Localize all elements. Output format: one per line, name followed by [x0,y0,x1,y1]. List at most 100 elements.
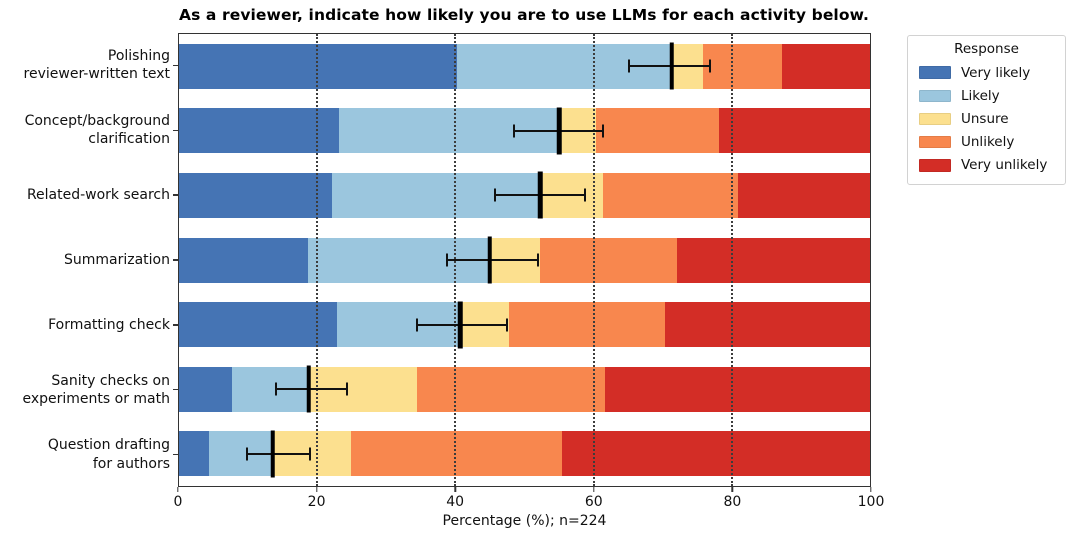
stacked-bar [179,43,870,89]
error-bar [628,65,710,68]
bar-segment-very-unlikely [719,108,870,154]
bar-row-question-drafting-for-authors [179,421,870,486]
legend-label: Very likely [961,64,1031,81]
x-tick-40 [454,487,456,492]
y-tick [173,64,178,67]
error-bar [246,452,311,455]
bars-layer [179,34,870,486]
legend-item-very-likely: Very likely [916,61,1057,84]
error-bar [447,259,539,262]
error-bar-cap-low [415,318,418,332]
bar-row-polishing-reviewer-written-text [179,34,870,99]
y-label-related-work-search: Related-work search [26,187,170,204]
error-bar-cap-high [708,59,711,73]
error-bar-center [457,301,463,349]
y-label-formatting-check: Formatting check [48,316,170,333]
stacked-bar [179,237,870,283]
error-bar-cap-low [446,253,449,267]
bar-segment-very-unlikely [737,172,870,218]
error-bar-cap-high [309,447,312,461]
error-bar-cap-high [345,382,348,396]
legend-swatch-likely [919,89,951,103]
x-tick-label-80: 80 [723,494,742,510]
x-tick-100 [870,487,872,492]
error-bar-cap-high [601,124,604,138]
stacked-bar [179,302,870,348]
error-bar-center [270,430,276,478]
stacked-bar [179,431,870,477]
legend-swatch-very-likely [919,66,951,79]
x-tick-label-0: 0 [173,494,183,510]
x-tick-20 [315,487,318,492]
bar-segment-unlikely [603,172,738,218]
y-label-concept-background-clarification: Concept/background clarification [24,113,170,148]
bar-segment-very-unlikely [604,366,870,412]
bar-row-concept-background-clarification [179,99,870,164]
y-label-question-drafting-for-authors: Question drafting for authors [47,437,170,472]
bar-segment-very-likely [179,43,457,89]
y-tick [173,453,178,456]
bar-segment-very-likely [179,108,339,154]
y-label-summarization: Summarization [63,251,170,268]
error-bar-center [487,236,493,284]
x-tick-60 [593,487,595,492]
y-tick [173,324,178,326]
x-tick-label-20: 20 [307,494,326,510]
legend-label: Very unlikely [961,157,1048,174]
y-tick [173,129,178,131]
error-bar-center [538,171,543,219]
legend-label: Likely [961,87,1000,104]
error-bar-cap-low [274,382,277,396]
legend-title: Response [954,41,1019,57]
legend-swatch-unsure [919,112,951,126]
legend-item-unlikely: Unlikely [916,131,1057,154]
x-tick-label-40: 40 [446,494,465,510]
error-bar-cap-low [245,447,248,461]
legend-label: Unlikely [961,134,1015,151]
bar-row-sanity-checks-on-experiments-or-math [179,357,870,422]
legend: Response Very likely Likely Unsure Unlikely… [907,35,1066,185]
error-bar-cap-low [627,59,630,73]
bar-row-summarization [179,228,870,293]
bar-segment-unlikely [508,302,666,348]
bar-segment-unlikely [702,43,782,89]
error-bar-center [669,42,674,90]
x-tick-label-60: 60 [584,494,603,510]
y-label-sanity-checks-on-experiments-or-math: Sanity checks on experiments or math [22,372,170,407]
bar-segment-very-likely [179,302,337,348]
error-bar-cap-low [493,188,496,202]
y-tick [173,389,178,391]
error-bar-cap-high [537,253,540,267]
bar-segment-very-unlikely [562,431,870,477]
bar-segment-very-likely [179,237,308,283]
bar-segment-very-likely [179,172,332,218]
bar-segment-very-likely [179,366,232,412]
error-bar-center [556,107,562,155]
bar-segment-unlikely [595,108,720,154]
y-label-polishing-reviewer-written-text: Polishing reviewer-written text [23,48,170,83]
error-bar-cap-high [584,188,587,202]
y-tick [173,194,178,196]
x-tick-label-100: 100 [857,494,885,510]
x-axis-title: Percentage (%); n=224 [442,513,607,529]
y-tick [173,259,178,261]
chart-title: As a reviewer, indicate how likely you a… [178,6,870,24]
legend-swatch-unlikely [919,135,951,149]
error-bar-center [306,365,312,413]
legend-swatch-very-unlikely [919,159,951,172]
y-axis-labels: Polishing reviewer-written text Concept/b… [0,33,170,487]
bar-segment-very-unlikely [677,237,870,283]
bar-segment-unlikely [351,431,563,477]
bar-segment-unlikely [540,237,678,283]
legend-items: Very likely Likely Unsure Unlikely Very unli… [916,61,1057,177]
bar-segment-unlikely [416,366,605,412]
legend-item-likely: Likely [916,84,1057,107]
legend-item-very-unlikely: Very unlikely [916,154,1057,177]
error-bar [275,388,347,391]
error-bar-cap-high [505,318,508,332]
x-tick-0 [177,487,179,492]
plot-area [178,33,871,487]
bar-segment-very-unlikely [665,302,870,348]
legend-label: Unsure [961,110,1009,127]
